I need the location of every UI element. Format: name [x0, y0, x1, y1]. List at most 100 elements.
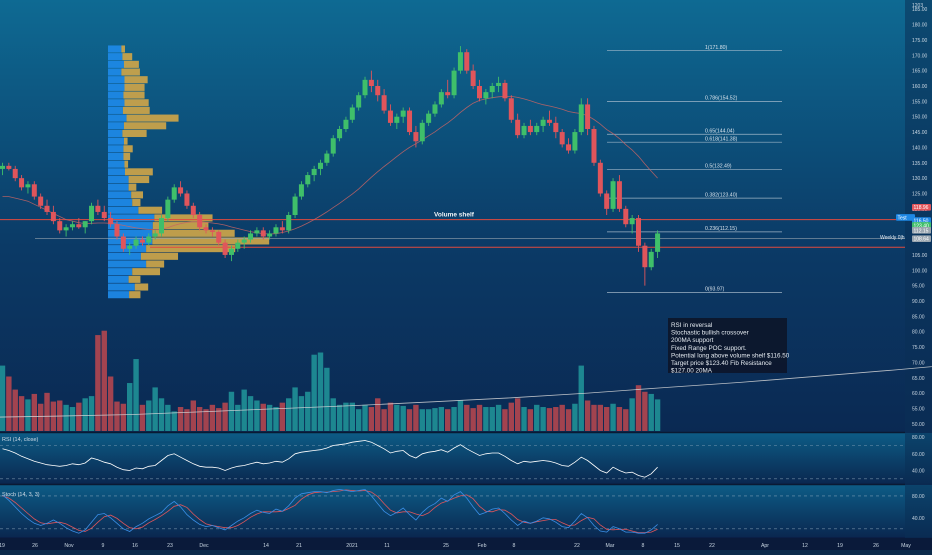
candle-body — [184, 193, 190, 206]
candle-body — [298, 184, 304, 197]
candle-body — [0, 165, 5, 169]
rsi-pane-background — [0, 433, 932, 483]
price-axis-tick-label: 175.00 — [912, 38, 928, 44]
volume-bar — [37, 403, 44, 431]
candle-body — [216, 231, 222, 243]
candle-body — [394, 116, 400, 123]
candle-body — [76, 224, 82, 228]
volume-bar — [88, 396, 95, 431]
candle-body — [133, 239, 139, 246]
time-axis-background[interactable] — [0, 538, 932, 550]
annotation-box[interactable]: RSI in reversal Stochastic bullish cross… — [668, 318, 790, 375]
volume-profile-gold-bar — [129, 291, 141, 299]
volume-profile-gold-bar — [123, 60, 139, 68]
candle-body — [330, 138, 336, 154]
volume-profile-blue-bar — [108, 237, 153, 245]
volume-bar — [514, 398, 521, 431]
volume-profile-blue-bar — [108, 191, 132, 199]
volume-bar — [82, 398, 88, 431]
volume-profile-blue-bar — [108, 268, 133, 276]
fib-level-label: 1(171.80) — [705, 45, 727, 51]
candle-body — [508, 98, 514, 120]
volume-bar — [177, 407, 184, 431]
candle-body — [178, 187, 184, 194]
candle-body — [356, 95, 362, 108]
candle-body — [566, 144, 572, 151]
volume-bar — [0, 365, 6, 431]
volume-profile-gold-bar — [134, 283, 149, 291]
volume-bar — [63, 404, 69, 431]
price-axis-tick-label: 70.00 — [912, 360, 925, 366]
volume-profile-blue-bar — [108, 45, 122, 53]
candle-body — [578, 104, 584, 133]
volume-bar — [578, 365, 584, 431]
annotation-line-3: 200MA support — [671, 337, 714, 344]
volume-bar — [235, 404, 241, 431]
candle-body — [534, 125, 540, 133]
volume-bar — [139, 404, 146, 431]
volume-profile-blue-bar — [108, 283, 135, 291]
candle-body — [311, 168, 317, 176]
volume-profile-blue-bar — [108, 183, 129, 191]
candle-body — [95, 205, 101, 212]
volume-profile-gold-bar — [123, 91, 145, 99]
volume-profile-gold-bar — [128, 183, 137, 191]
time-axis-tick-label: Nov — [64, 543, 74, 549]
price-axis-tick-label: 100.00 — [912, 268, 928, 274]
volume-profile — [108, 45, 270, 299]
annotation-box-bg — [668, 318, 787, 373]
volume-bar — [584, 400, 591, 431]
price-axis-tick-label: 55.00 — [912, 407, 925, 413]
volume-bar — [406, 409, 413, 431]
volume-bar — [470, 408, 476, 431]
volume-bar — [18, 396, 25, 431]
volume-profile-gold-bar — [122, 106, 150, 114]
candle-body — [152, 233, 158, 237]
price-axis-background[interactable] — [905, 0, 932, 538]
volume-profile-blue-bar — [108, 99, 125, 107]
volume-bar — [419, 409, 425, 431]
volume-profile-blue-bar — [108, 145, 124, 153]
volume-profile-blue-bar — [108, 53, 123, 61]
volume-bar — [44, 392, 50, 431]
time-axis: 19 26 Nov 9 16 23 Dec 14 21 2021 11 25 Feb 8 22 Mar 8 15 2… — [0, 543, 911, 549]
candle-body — [146, 236, 152, 243]
price-badge — [912, 227, 931, 234]
volume-profile-gold-bar — [152, 222, 209, 230]
candle-body — [44, 205, 50, 212]
time-axis-tick-label: 2021 — [346, 543, 358, 549]
price-axis-tick-label: 130.00 — [912, 176, 928, 182]
candle-body — [400, 110, 406, 117]
volume-bar — [203, 409, 209, 431]
price-axis-tick-label: 65.00 — [912, 376, 925, 382]
volume-bar — [394, 404, 400, 431]
volume-profile-blue-bar — [108, 91, 124, 99]
candle-body — [457, 52, 463, 71]
candle-body — [642, 245, 648, 268]
volume-profile-blue-bar — [108, 214, 155, 222]
candle-body — [260, 230, 266, 237]
candle-body — [171, 187, 177, 200]
candle-body — [648, 251, 654, 268]
annotation-line-6: Target price $123.40 Fib Resistance — [671, 360, 772, 367]
fib-level-label: 0.65(144.04) — [705, 128, 735, 134]
price-axis-tick-label: 75.00 — [912, 345, 925, 351]
candle-body — [445, 92, 451, 96]
ma200-line — [0, 366, 932, 418]
time-axis-tick-label: 25 — [443, 543, 449, 549]
candle-body — [159, 218, 164, 234]
candle-body — [6, 165, 12, 169]
candle-body — [25, 184, 31, 188]
volume-bar — [654, 399, 661, 431]
volume-bar — [489, 407, 495, 431]
volume-bar — [146, 400, 152, 431]
candle-body — [496, 82, 502, 86]
y-axis-top-partial-label: 1203 — [912, 3, 923, 9]
annotation-line-4: Fixed Range POC support. — [671, 345, 747, 352]
candle-body — [279, 227, 285, 231]
price-badge-label: 116.50 — [914, 218, 929, 224]
volume-bar — [286, 398, 292, 431]
fib-level-label: 0.236(112.15) — [705, 226, 737, 232]
